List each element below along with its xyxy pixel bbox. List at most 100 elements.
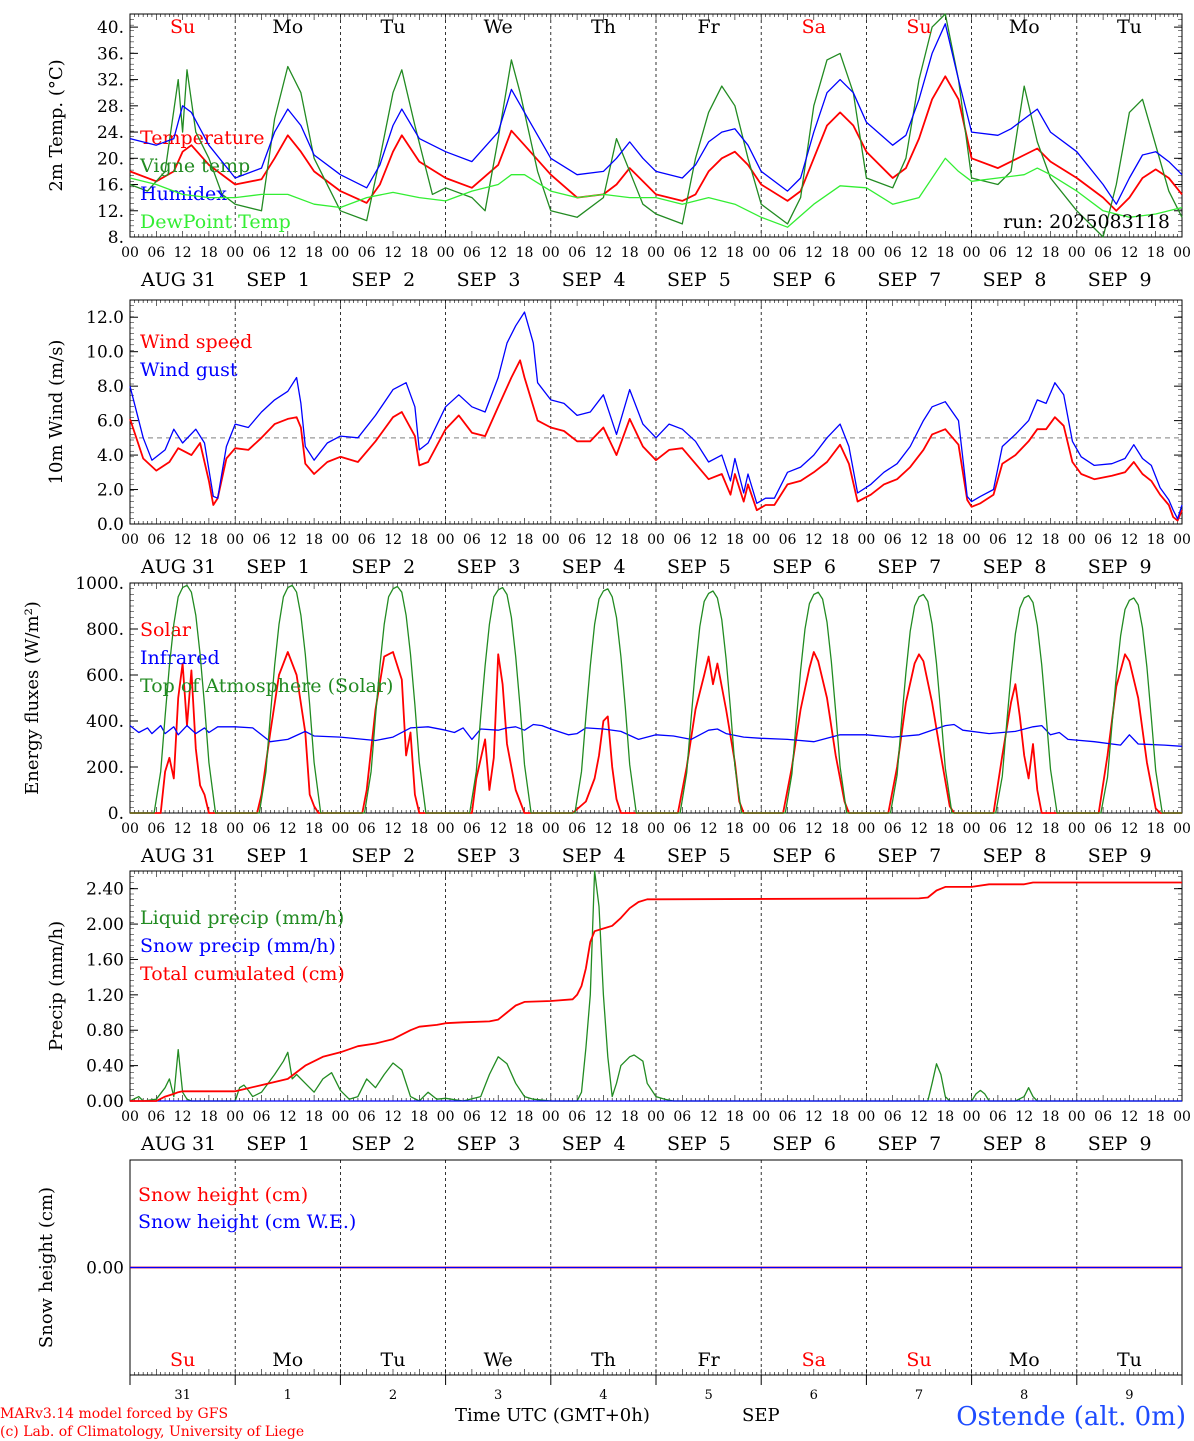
date-label: SEP 1: [246, 845, 310, 867]
hour-tick-label: 00: [121, 1109, 139, 1125]
hour-tick-label: 00: [647, 245, 665, 261]
hour-tick-label: 06: [1094, 1109, 1112, 1125]
hour-tick-label: 00: [226, 532, 244, 548]
hour-tick-label: 18: [516, 532, 534, 548]
hour-tick-label: 18: [305, 821, 323, 837]
hour-tick-label: 00: [331, 245, 349, 261]
hour-tick-label: 06: [884, 245, 902, 261]
hour-tick-label: 06: [568, 821, 586, 837]
day-number-label: 1: [284, 1388, 292, 1403]
footer-credits: MARv3.14 model forced by GFS (c) Lab. of…: [0, 1405, 304, 1441]
hour-tick-label: 00: [1068, 1109, 1086, 1125]
hour-tick-label: 12: [1120, 532, 1138, 548]
hour-tick-label: 06: [1094, 245, 1112, 261]
weekday-label-bottom: Mo: [272, 1349, 303, 1371]
hour-tick-label: 12: [1120, 1109, 1138, 1125]
hour-tick-label: 00: [121, 821, 139, 837]
y-tick-label: 0.40: [86, 1057, 124, 1077]
hour-tick-label: 00: [963, 532, 981, 548]
run-label: run: 2025083118: [1003, 211, 1170, 233]
hour-tick-label: 06: [463, 821, 481, 837]
hour-tick-label: 18: [936, 245, 954, 261]
legend-entry: Total cumulated (cm): [140, 963, 345, 985]
day-number-label: 8: [1020, 1388, 1028, 1403]
weekday-label-bottom: We: [484, 1349, 513, 1371]
hour-tick-label: 06: [147, 821, 165, 837]
hour-tick-label: 06: [989, 821, 1007, 837]
hour-tick-label: 12: [805, 532, 823, 548]
series-line-dewpoint-temp: [129, 157, 1183, 228]
y-tick-label: 0.00: [86, 1259, 124, 1279]
hour-tick-label: 00: [647, 532, 665, 548]
hour-tick-label: 06: [989, 245, 1007, 261]
hour-tick-label: 18: [1147, 1109, 1165, 1125]
hour-tick-label: 18: [1042, 532, 1060, 548]
date-label: SEP 4: [562, 269, 626, 291]
hour-tick-label: 18: [621, 532, 639, 548]
hour-tick-label: 00: [752, 245, 770, 261]
model-credit: MARv3.14 model forced by GFS: [0, 1406, 229, 1422]
hour-tick-label: 12: [384, 532, 402, 548]
hour-tick-label: 18: [831, 245, 849, 261]
day-number-label: 9: [1125, 1388, 1133, 1403]
hour-tick-label: 00: [1068, 821, 1086, 837]
y-tick-label: 20.: [97, 149, 124, 169]
legend-entry: Top of Atmosphere (Solar): [140, 675, 393, 697]
hour-tick-label: 18: [936, 532, 954, 548]
weekday-label-top: Tu: [1117, 16, 1142, 38]
hour-tick-label: 12: [910, 1109, 928, 1125]
hour-tick-label: 06: [568, 1109, 586, 1125]
hour-tick-label: 06: [568, 245, 586, 261]
hour-tick-label: 06: [358, 245, 376, 261]
hour-tick-label: 12: [174, 1109, 192, 1125]
hour-tick-label: 06: [358, 532, 376, 548]
date-label: SEP 6: [772, 845, 836, 867]
date-label: AUG 31: [140, 556, 216, 578]
date-label: SEP 5: [667, 269, 731, 291]
weekday-label-top: Su: [170, 16, 195, 38]
hour-tick-label: 00: [331, 1109, 349, 1125]
hour-tick-label: 18: [831, 532, 849, 548]
series-line-total-cumulated-cm-: [130, 881, 1182, 1102]
weekday-label-top: Sa: [802, 16, 826, 38]
date-label: SEP 6: [772, 1133, 836, 1155]
legend-entry: Infrared: [140, 647, 220, 669]
y-tick-label: 28.: [97, 97, 124, 117]
y-tick-label: 0.0: [97, 515, 124, 535]
hour-tick-label: 00: [752, 821, 770, 837]
y-axis-label: 10m Wind (m/s): [46, 340, 67, 485]
hour-tick-label: 18: [1147, 532, 1165, 548]
hour-tick-label: 06: [253, 1109, 271, 1125]
hour-tick-label: 00: [437, 821, 455, 837]
date-label: SEP 7: [877, 845, 941, 867]
y-tick-label: 12.: [97, 202, 124, 222]
date-label: SEP 9: [1088, 556, 1152, 578]
weekday-label-bottom: Su: [170, 1349, 195, 1371]
hour-tick-label: 18: [726, 532, 744, 548]
hour-tick-label: 06: [884, 532, 902, 548]
hour-tick-label: 18: [200, 1109, 218, 1125]
y-tick-label: 40.: [97, 18, 124, 38]
hour-tick-label: 00: [647, 1109, 665, 1125]
date-label: SEP 1: [246, 269, 310, 291]
hour-tick-label: 00: [963, 1109, 981, 1125]
y-tick-label: 8.0: [97, 377, 124, 397]
hour-tick-label: 12: [279, 532, 297, 548]
y-tick-label: 4.0: [97, 446, 124, 466]
y-tick-label: 1000.: [75, 574, 124, 594]
legend-entry: Vigne temp: [139, 155, 250, 177]
hour-tick-label: 06: [1094, 532, 1112, 548]
legend-entry: Wind gust: [140, 359, 238, 381]
hour-tick-label: 12: [384, 1109, 402, 1125]
hour-tick-label: 18: [200, 821, 218, 837]
date-label: SEP 4: [562, 556, 626, 578]
date-label: SEP 5: [667, 556, 731, 578]
hour-tick-label: 06: [253, 532, 271, 548]
hour-tick-label: 18: [305, 532, 323, 548]
hour-tick-label: 00: [437, 1109, 455, 1125]
hour-tick-label: 06: [673, 821, 691, 837]
hour-tick-label: 06: [673, 532, 691, 548]
date-label: SEP 3: [457, 845, 521, 867]
day-number-label: 7: [915, 1388, 923, 1403]
